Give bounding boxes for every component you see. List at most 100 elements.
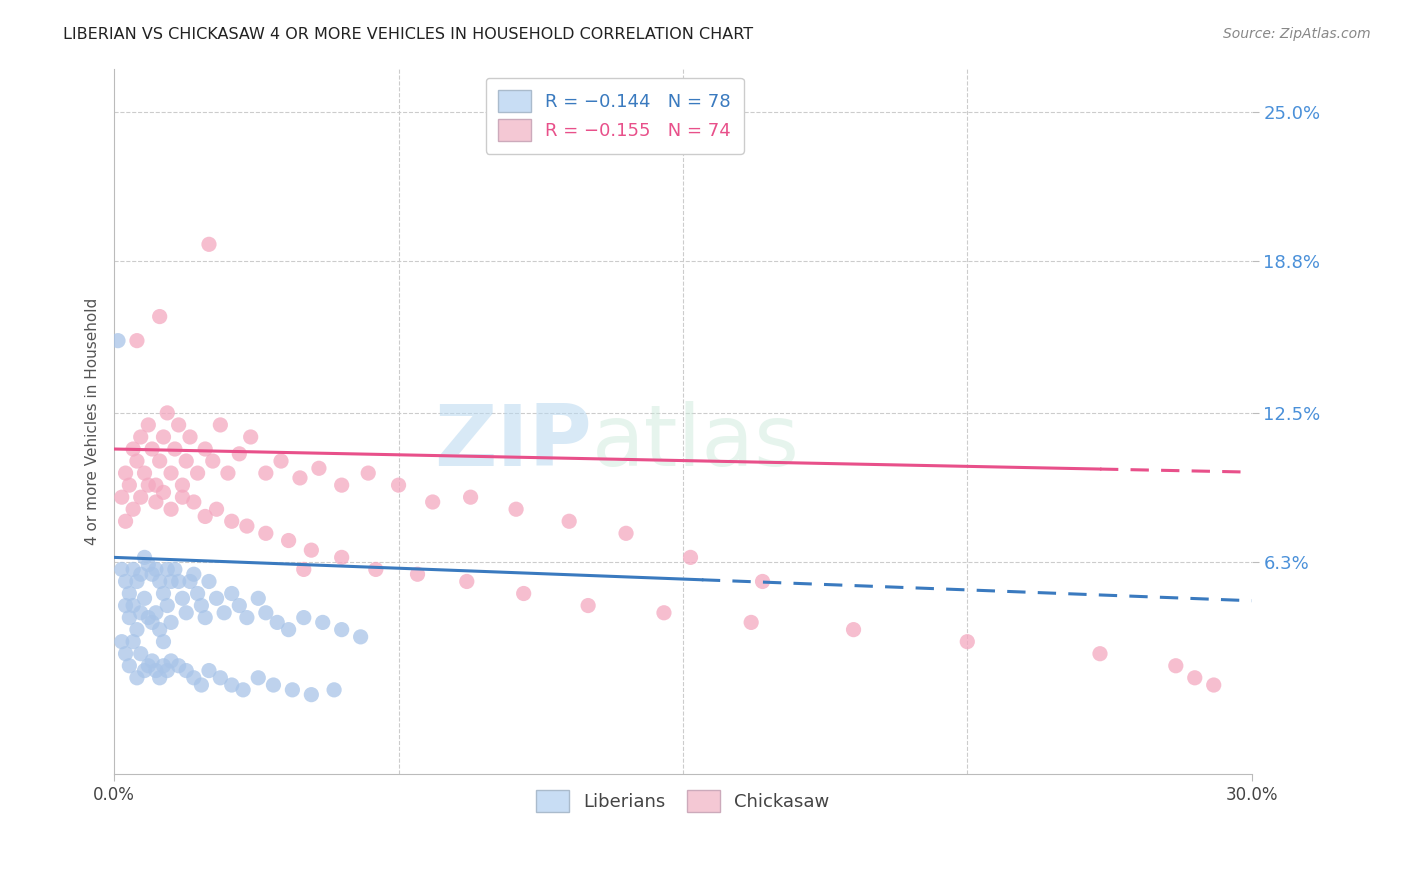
Point xyxy=(174,454,197,468)
Point xyxy=(183,671,205,685)
Point xyxy=(292,610,315,624)
Point xyxy=(125,334,148,348)
Point xyxy=(122,442,145,456)
Point xyxy=(387,478,409,492)
Point xyxy=(141,615,163,630)
Point xyxy=(956,634,979,648)
Point xyxy=(122,502,145,516)
Point xyxy=(364,562,387,576)
Point xyxy=(114,647,136,661)
Point xyxy=(209,417,232,432)
Point xyxy=(136,478,159,492)
Point xyxy=(125,454,148,468)
Point xyxy=(190,599,212,613)
Point xyxy=(152,485,174,500)
Point xyxy=(614,526,637,541)
Point xyxy=(198,574,221,589)
Point xyxy=(183,495,205,509)
Point xyxy=(1202,678,1225,692)
Point xyxy=(254,466,277,480)
Point xyxy=(236,519,259,533)
Point xyxy=(187,586,209,600)
Point xyxy=(136,610,159,624)
Point xyxy=(187,466,209,480)
Point xyxy=(172,490,194,504)
Point xyxy=(183,567,205,582)
Point xyxy=(125,574,148,589)
Point xyxy=(156,406,179,420)
Point xyxy=(125,671,148,685)
Point xyxy=(156,664,179,678)
Point xyxy=(221,678,243,692)
Point xyxy=(505,502,527,516)
Point xyxy=(141,442,163,456)
Point xyxy=(221,514,243,528)
Point xyxy=(239,430,262,444)
Point xyxy=(201,454,224,468)
Point xyxy=(266,615,288,630)
Point xyxy=(679,550,702,565)
Text: LIBERIAN VS CHICKASAW 4 OR MORE VEHICLES IN HOUSEHOLD CORRELATION CHART: LIBERIAN VS CHICKASAW 4 OR MORE VEHICLES… xyxy=(63,27,754,42)
Point xyxy=(357,466,380,480)
Point xyxy=(134,550,156,565)
Point xyxy=(134,591,156,606)
Point xyxy=(842,623,865,637)
Point xyxy=(122,634,145,648)
Point xyxy=(152,634,174,648)
Point xyxy=(136,658,159,673)
Point xyxy=(167,574,190,589)
Point xyxy=(236,610,259,624)
Point xyxy=(349,630,371,644)
Point xyxy=(114,466,136,480)
Point xyxy=(179,574,201,589)
Point xyxy=(1164,658,1187,673)
Point xyxy=(160,502,183,516)
Point xyxy=(460,490,482,504)
Point xyxy=(299,543,322,558)
Point xyxy=(558,514,581,528)
Point xyxy=(330,550,353,565)
Point xyxy=(740,615,762,630)
Point xyxy=(167,417,190,432)
Point xyxy=(167,658,190,673)
Point xyxy=(194,610,217,624)
Point xyxy=(122,562,145,576)
Point xyxy=(134,664,156,678)
Point xyxy=(281,682,304,697)
Point xyxy=(292,562,315,576)
Point xyxy=(163,562,186,576)
Point xyxy=(149,623,172,637)
Point xyxy=(247,671,270,685)
Point xyxy=(129,490,152,504)
Point xyxy=(172,591,194,606)
Point xyxy=(262,678,284,692)
Point xyxy=(270,454,292,468)
Text: atlas: atlas xyxy=(592,401,800,484)
Point xyxy=(576,599,599,613)
Point xyxy=(118,610,141,624)
Point xyxy=(174,664,197,678)
Point xyxy=(174,606,197,620)
Point xyxy=(134,466,156,480)
Point xyxy=(149,454,172,468)
Point xyxy=(512,586,534,600)
Point xyxy=(288,471,311,485)
Point xyxy=(149,310,172,324)
Point xyxy=(129,430,152,444)
Point xyxy=(330,623,353,637)
Point xyxy=(114,514,136,528)
Point xyxy=(323,682,346,697)
Point xyxy=(152,586,174,600)
Point xyxy=(118,586,141,600)
Point xyxy=(160,574,183,589)
Point xyxy=(1184,671,1206,685)
Point xyxy=(152,658,174,673)
Point xyxy=(160,654,183,668)
Point xyxy=(209,671,232,685)
Point xyxy=(1088,647,1111,661)
Point xyxy=(228,447,250,461)
Point xyxy=(118,478,141,492)
Text: ZIP: ZIP xyxy=(434,401,592,484)
Point xyxy=(179,430,201,444)
Point xyxy=(205,502,228,516)
